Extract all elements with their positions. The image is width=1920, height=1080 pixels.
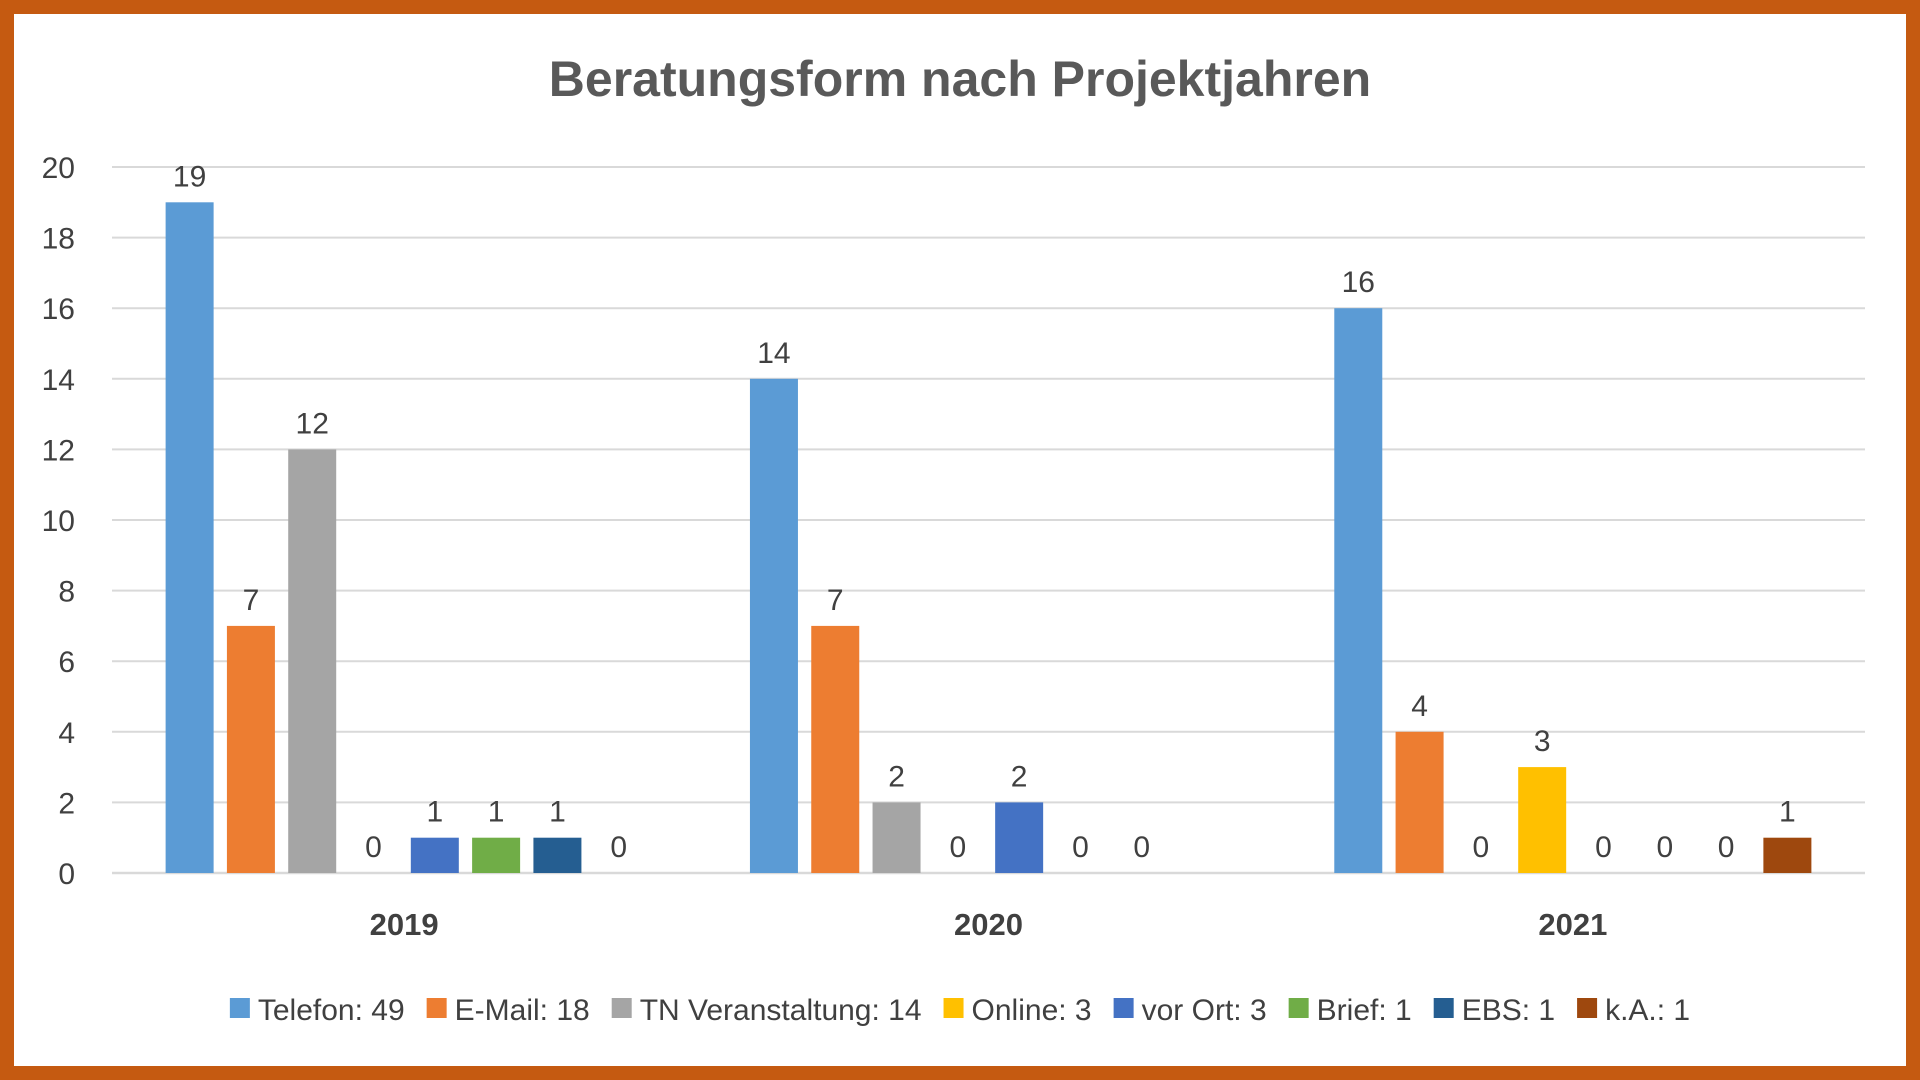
bar-2021-series-3 — [1518, 767, 1567, 873]
legend-label: Telefon: 49 — [258, 994, 405, 1027]
data-label: 14 — [757, 337, 790, 370]
legend-swatch — [943, 998, 964, 1018]
y-tick-label: 20 — [42, 152, 75, 185]
data-label: 0 — [1072, 831, 1089, 864]
legend-label: TN Veranstaltung: 14 — [640, 994, 922, 1027]
legend-label: Online: 3 — [972, 994, 1092, 1027]
bar-2019-series-4 — [410, 837, 459, 873]
y-tick-label: 4 — [58, 717, 75, 750]
legend-item: EBS: 1 — [1433, 994, 1555, 1027]
data-label: 16 — [1342, 266, 1375, 299]
data-label: 0 — [950, 831, 967, 864]
data-label: 0 — [1133, 831, 1150, 864]
legend-swatch — [229, 998, 250, 1018]
legend-swatch — [1433, 998, 1454, 1018]
data-label: 0 — [1595, 831, 1612, 864]
bar-2021-series-0 — [1334, 308, 1383, 873]
bar-2020-series-4 — [995, 802, 1044, 873]
data-label: 19 — [173, 160, 206, 193]
legend-item: TN Veranstaltung: 14 — [611, 994, 922, 1027]
y-axis-ticks: 0 2 4 6 8 10 12 14 16 18 20 — [42, 152, 75, 891]
y-tick-label: 6 — [58, 646, 75, 679]
category-label: 2020 — [954, 907, 1023, 942]
data-label: 0 — [1656, 831, 1673, 864]
y-tick-label: 16 — [42, 293, 75, 326]
legend-swatch — [426, 998, 447, 1018]
legend: Telefon: 49 E-Mail: 18 TN Veranstaltung: 1… — [229, 994, 1690, 1027]
data-label: 3 — [1534, 725, 1551, 758]
y-tick-label: 10 — [42, 505, 75, 538]
bar-2019-series-6 — [533, 837, 582, 873]
y-tick-label: 18 — [42, 223, 75, 256]
legend-item: Online: 3 — [943, 994, 1092, 1027]
legend-label: E-Mail: 18 — [455, 994, 590, 1027]
bar-2021-series-1 — [1395, 731, 1444, 873]
legend-label: EBS: 1 — [1462, 994, 1555, 1027]
y-tick-label: 14 — [42, 364, 75, 397]
bars — [165, 202, 1812, 874]
legend-label: Brief: 1 — [1317, 994, 1412, 1027]
data-label: 7 — [243, 584, 260, 617]
category-labels: 2019 2020 2021 — [370, 907, 1608, 942]
data-labels: 19 7 12 0 1 1 1 0 14 7 2 0 2 0 0 16 4 0 3 0 0 0 1 — [173, 160, 1796, 864]
legend-item: Telefon: 49 — [229, 994, 405, 1027]
legend-label: k.A.: 1 — [1605, 994, 1690, 1027]
gridlines — [112, 166, 1865, 875]
data-label: 0 — [610, 831, 627, 864]
bar-2019-series-0 — [165, 202, 214, 874]
bar-2019-series-2 — [288, 449, 337, 873]
y-tick-label: 12 — [42, 434, 75, 467]
bar-2020-series-1 — [811, 625, 860, 873]
legend-item: Brief: 1 — [1288, 994, 1412, 1027]
legend-item: k.A.: 1 — [1577, 994, 1690, 1027]
data-label: 0 — [1718, 831, 1735, 864]
data-label: 12 — [296, 407, 329, 440]
category-label: 2021 — [1538, 907, 1607, 942]
data-label: 1 — [549, 796, 566, 829]
data-label: 1 — [1779, 796, 1796, 829]
bar-2021-series-7 — [1763, 837, 1812, 873]
legend-swatch — [1577, 998, 1598, 1018]
category-label: 2019 — [370, 907, 439, 942]
y-tick-label: 0 — [58, 858, 75, 891]
legend-label: vor Ort: 3 — [1142, 994, 1267, 1027]
bar-2019-series-5 — [472, 837, 521, 873]
chart-title: Beratungsform nach Projektjahren — [549, 51, 1371, 107]
bar-2020-series-0 — [749, 378, 798, 873]
data-label: 1 — [426, 796, 443, 829]
data-label: 2 — [888, 760, 905, 793]
y-tick-label: 2 — [58, 787, 75, 820]
bar-2020-series-2 — [872, 802, 921, 873]
data-label: 2 — [1011, 760, 1028, 793]
legend-swatch — [1288, 998, 1309, 1018]
data-label: 0 — [1473, 831, 1490, 864]
legend-item: E-Mail: 18 — [426, 994, 590, 1027]
data-label: 4 — [1411, 690, 1428, 723]
legend-swatch — [611, 998, 632, 1018]
legend-swatch — [1113, 998, 1134, 1018]
data-label: 0 — [365, 831, 382, 864]
data-label: 1 — [488, 796, 505, 829]
legend-item: vor Ort: 3 — [1113, 994, 1267, 1027]
y-tick-label: 8 — [58, 576, 75, 609]
data-label: 7 — [827, 584, 844, 617]
bar-2019-series-1 — [226, 625, 275, 873]
